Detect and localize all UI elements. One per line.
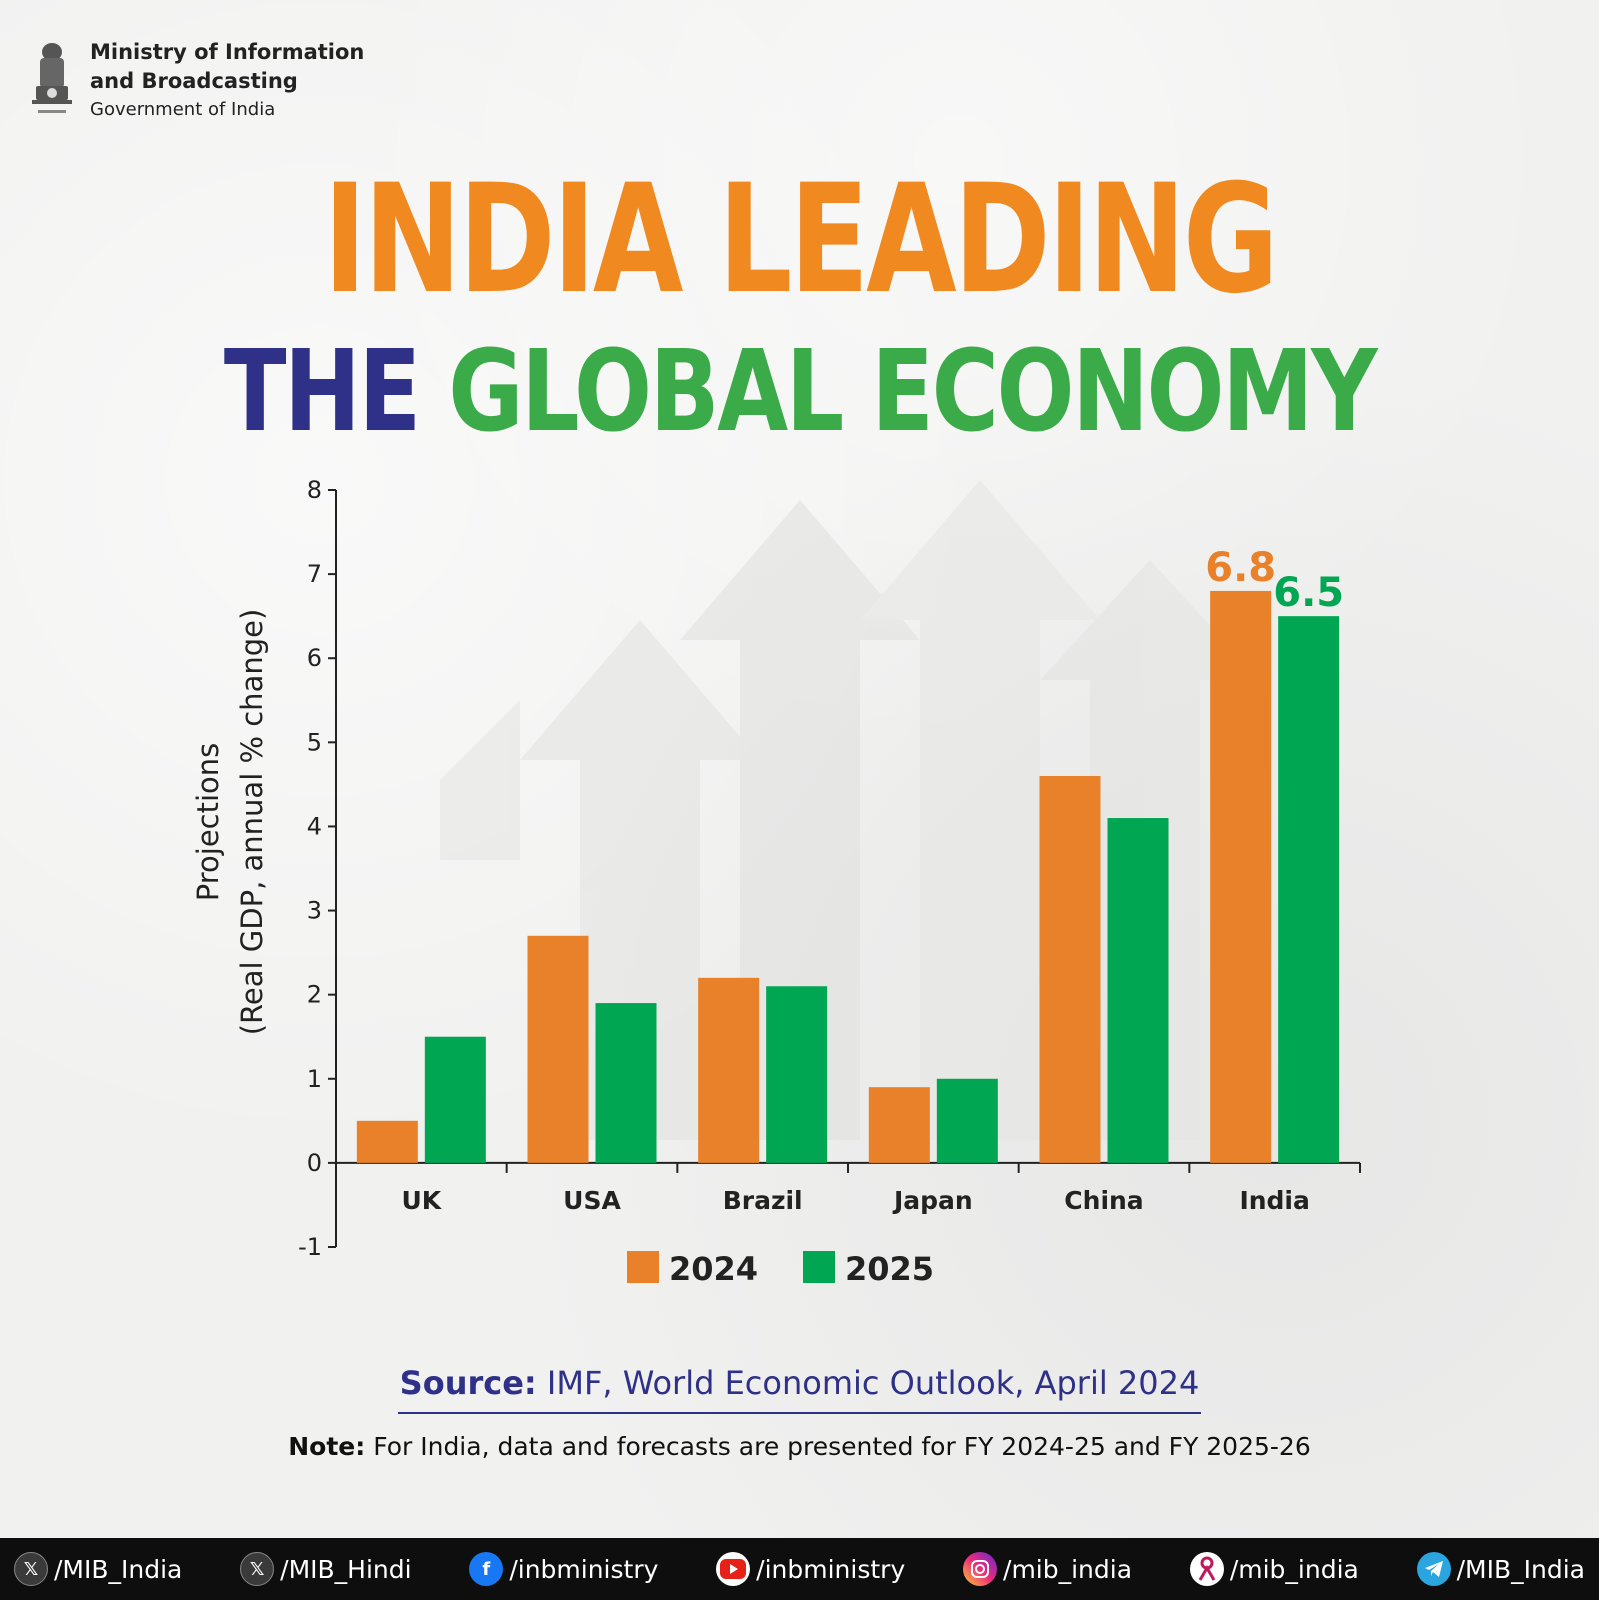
data-label-india-2025: 6.5	[1273, 570, 1344, 616]
y-axis-label-line1: Projections	[191, 743, 225, 902]
bar-india-2024	[1210, 590, 1272, 1163]
note: Note: For India, data and forecasts are …	[0, 1432, 1599, 1461]
y-tick-label: 4	[307, 812, 322, 840]
bar-brazil-2025	[766, 986, 828, 1163]
y-axis-label: Projections (Real GDP, annual % change)	[191, 609, 269, 1036]
x-category-label: Brazil	[723, 1186, 803, 1215]
youtube-icon	[716, 1552, 751, 1586]
bar-usa-2024	[527, 935, 589, 1163]
social-footer: 𝕏 /MIB_India 𝕏 /MIB_Hindi f /inbministry…	[0, 1538, 1599, 1600]
data-label-india-2024: 6.8	[1205, 545, 1276, 591]
social-facebook[interactable]: f /inbministry	[469, 1552, 658, 1586]
note-label: Note:	[288, 1432, 366, 1461]
national-emblem-icon	[32, 43, 72, 113]
header: Ministry of Information and Broadcasting…	[28, 38, 364, 124]
y-tick-label: -1	[298, 1233, 322, 1261]
bars: UK USA Brazil Japan China 6.86.5 India	[356, 545, 1344, 1215]
telegram-icon	[1416, 1552, 1451, 1586]
note-text: For India, data and forecasts are presen…	[365, 1432, 1311, 1461]
title-line2: THE GLOBAL ECONOMY	[144, 332, 1455, 452]
y-tick-label: 7	[307, 560, 322, 588]
ministry-line2: and Broadcasting	[90, 69, 298, 93]
social-instagram[interactable]: /mib_india	[963, 1552, 1132, 1586]
axes: 8 7 6 5 4 3 2 1 0 -1	[298, 476, 1361, 1261]
source-text: IMF, World Economic Outlook, April 2024	[536, 1364, 1200, 1402]
x-category-label: UK	[401, 1186, 442, 1215]
x-category-label: India	[1239, 1186, 1309, 1215]
y-tick-label: 1	[307, 1065, 322, 1093]
title-the: THE	[223, 327, 421, 457]
legend: 2024 2025	[627, 1250, 934, 1288]
social-koo[interactable]: /mib_india	[1189, 1552, 1359, 1586]
social-youtube[interactable]: /inbministry	[716, 1552, 905, 1586]
legend-swatch-2024	[627, 1251, 659, 1283]
social-handle: /inbministry	[509, 1554, 659, 1584]
bar-india-2025	[1278, 616, 1340, 1163]
title-global-economy: GLOBAL ECONOMY	[448, 327, 1377, 457]
x-category-label: China	[1064, 1186, 1143, 1215]
bar-china-2024	[1039, 775, 1101, 1163]
x-category-label: USA	[563, 1186, 621, 1215]
social-handle: /inbministry	[756, 1554, 906, 1584]
bar-japan-2025	[936, 1078, 998, 1163]
social-telegram[interactable]: /MIB_India	[1416, 1552, 1585, 1586]
source-label: Source:	[399, 1364, 537, 1402]
facebook-icon: f	[469, 1552, 504, 1586]
ministry-name: Ministry of Information and Broadcasting…	[90, 38, 364, 124]
bar-uk-2024	[356, 1120, 418, 1163]
social-handle: /MIB_India	[54, 1554, 183, 1584]
source-line: Source: IMF, World Economic Outlook, Apr…	[397, 1364, 1202, 1414]
legend-swatch-2025	[803, 1251, 835, 1283]
legend-label-2025: 2025	[845, 1250, 934, 1288]
bar-brazil-2024	[698, 977, 760, 1163]
y-tick-label: 8	[307, 476, 322, 504]
y-tick-label: 0	[307, 1149, 322, 1177]
x-icon: 𝕏	[240, 1552, 275, 1586]
social-x-mib-india[interactable]: 𝕏 /MIB_India	[14, 1552, 182, 1586]
y-tick-label: 2	[307, 981, 322, 1009]
y-tick-label: 6	[307, 644, 322, 672]
social-handle: /MIB_India	[1456, 1554, 1585, 1584]
bar-japan-2024	[868, 1087, 930, 1163]
y-tick-label: 5	[307, 728, 322, 756]
social-x-mib-hindi[interactable]: 𝕏 /MIB_Hindi	[240, 1552, 412, 1586]
title-line1: INDIA LEADING	[323, 153, 1279, 327]
gdp-bar-chart: Projections (Real GDP, annual % change) …	[191, 476, 1361, 1288]
social-handle: /mib_india	[1229, 1554, 1359, 1584]
bar-usa-2025	[595, 1003, 657, 1163]
source: Source: IMF, World Economic Outlook, Apr…	[0, 1364, 1599, 1414]
social-handle: /mib_india	[1003, 1554, 1133, 1584]
bar-china-2025	[1107, 818, 1169, 1163]
ministry-line3: Government of India	[90, 99, 276, 120]
bar-uk-2025	[424, 1036, 486, 1163]
ministry-line1: Ministry of Information	[90, 40, 365, 64]
x-category-label: Japan	[892, 1186, 973, 1215]
x-icon: 𝕏	[14, 1552, 48, 1586]
instagram-icon	[963, 1552, 998, 1586]
legend-label-2024: 2024	[669, 1250, 758, 1288]
koo-icon	[1189, 1552, 1224, 1586]
y-tick-label: 3	[307, 897, 322, 925]
social-handle: /MIB_Hindi	[280, 1554, 412, 1584]
y-axis-label-line2: (Real GDP, annual % change)	[235, 609, 269, 1036]
